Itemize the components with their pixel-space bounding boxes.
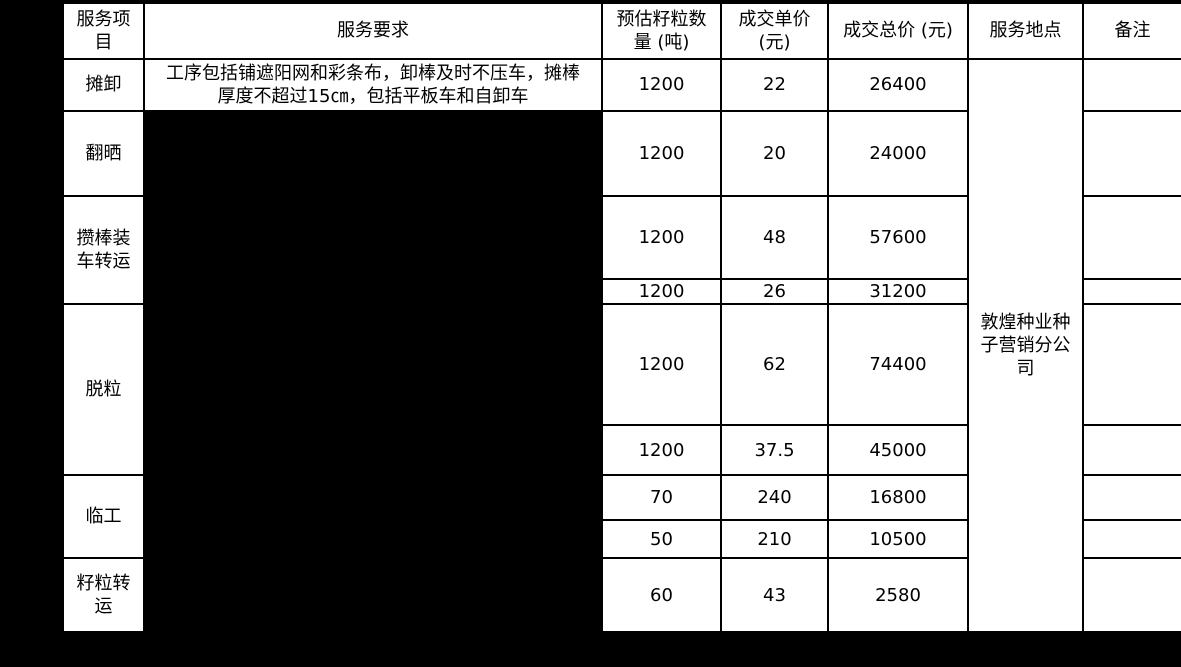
unit-price-cell: 37.5: [720, 424, 829, 477]
remark-cell: [1082, 424, 1181, 477]
total-price-cell: 31200: [827, 277, 969, 306]
service-requirement-cell: 工序包括铺遮阳网和彩条布，卸棒及时不压车，摊棒厚度不超过15㎝，包括平板车和自卸…: [143, 58, 603, 112]
unit-price-cell: 210: [720, 519, 829, 560]
service-item-cell: 籽粒转运: [62, 557, 145, 634]
header-estimated-quantity: 预估籽粒数量 (吨): [601, 2, 722, 60]
header-service-item: 服务项目: [62, 2, 145, 60]
table-row: 翻晒 1200 20 24000: [62, 109, 1181, 634]
header-row: 服务项目 服务要求 预估籽粒数量 (吨) 成交单价 (元) 成交总价 (元) 服…: [62, 2, 1181, 60]
remark-cell: [1082, 110, 1181, 197]
header-service-location: 服务地点: [967, 2, 1084, 60]
quantity-cell: 60: [601, 557, 722, 634]
total-price-cell: 45000: [827, 424, 969, 477]
service-item-cell: 翻晒: [62, 110, 145, 197]
unit-price-cell: 26: [720, 277, 829, 306]
table-row: 脱粒 1200 62 74400: [62, 303, 1181, 477]
remark-cell: [1082, 58, 1181, 112]
quantity-cell: 1200: [601, 195, 722, 280]
table-row: 50 210 10500: [63, 519, 1181, 560]
table-row: 籽粒转运 60 43 2580: [62, 557, 1181, 634]
redacted-requirements-block: [143, 109, 603, 634]
table-row: 1200 26 31200: [63, 277, 1181, 306]
service-item-cell: 摊卸: [62, 58, 145, 112]
total-price-cell: 57600: [827, 195, 969, 280]
table-row: 1200 37.5 45000: [63, 424, 1181, 477]
table-row: 攒棒装车转运 1200 48 57600: [62, 194, 1181, 306]
table-row: 临工 70 240 16800: [62, 474, 1181, 560]
unit-price-cell: 48: [720, 195, 829, 280]
unit-price-cell: 22: [720, 58, 829, 112]
quantity-cell: 1200: [601, 277, 722, 306]
table-row: 摊卸 工序包括铺遮阳网和彩条布，卸棒及时不压车，摊棒厚度不超过15㎝，包括平板车…: [62, 57, 1181, 634]
remark-cell: [1082, 519, 1181, 560]
header-service-requirement: 服务要求: [143, 2, 603, 60]
total-price-cell: 2580: [827, 557, 969, 634]
remark-cell: [1082, 195, 1181, 280]
remark-cell: [1082, 557, 1181, 634]
service-item-cell: 攒棒装车转运: [62, 194, 145, 306]
quantity-cell: 1200: [601, 110, 722, 197]
quantity-cell: 1200: [601, 58, 722, 112]
quantity-cell: 70: [601, 474, 722, 522]
service-item-cell: 脱粒: [62, 303, 145, 477]
procurement-table: 服务项目 服务要求 预估籽粒数量 (吨) 成交单价 (元) 成交总价 (元) 服…: [62, 2, 1181, 634]
service-table-container: 服务项目 服务要求 预估籽粒数量 (吨) 成交单价 (元) 成交总价 (元) 服…: [62, 2, 1181, 634]
total-price-cell: 24000: [827, 110, 969, 197]
total-price-cell: 10500: [827, 519, 969, 560]
header-remark: 备注: [1082, 2, 1181, 60]
service-location-cell: 敦煌种业种子营销分公司: [967, 57, 1084, 634]
remark-cell: [1082, 474, 1181, 522]
service-item-cell: 临工: [62, 474, 145, 560]
quantity-cell: 1200: [601, 424, 722, 477]
total-price-cell: 74400: [827, 303, 969, 427]
total-price-cell: 16800: [827, 474, 969, 522]
unit-price-cell: 62: [720, 303, 829, 427]
unit-price-cell: 240: [720, 474, 829, 522]
remark-cell: [1082, 303, 1181, 427]
unit-price-cell: 20: [720, 110, 829, 197]
total-price-cell: 26400: [827, 58, 969, 112]
quantity-cell: 50: [601, 519, 722, 560]
quantity-cell: 1200: [601, 303, 722, 427]
header-unit-price: 成交单价 (元): [720, 2, 829, 60]
header-total-price: 成交总价 (元): [827, 2, 969, 60]
unit-price-cell: 43: [720, 557, 829, 634]
remark-cell: [1082, 277, 1181, 306]
